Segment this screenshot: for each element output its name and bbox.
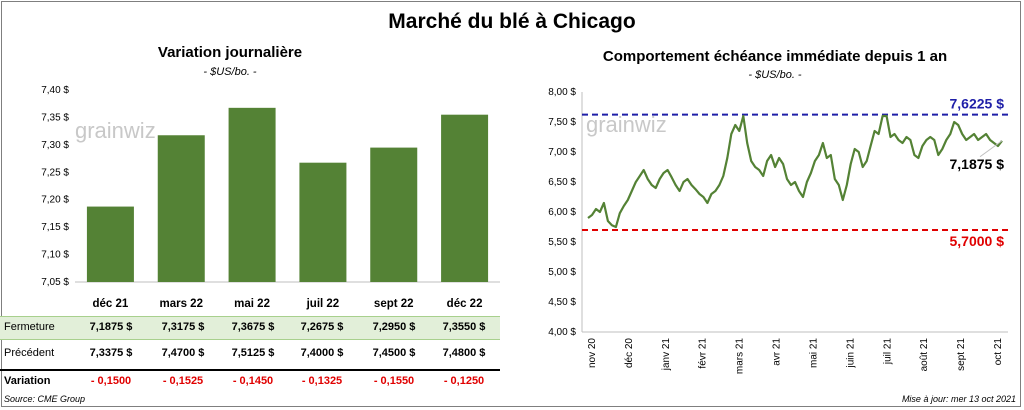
variation-cell: - 0,1550 <box>373 375 415 387</box>
y-tick-label: 7,05 $ <box>41 277 69 288</box>
watermark-logo: grainwiz <box>75 118 156 143</box>
close-cell: 7,2675 $ <box>300 321 344 333</box>
x-tick-label: sept 21 <box>956 338 967 371</box>
bar <box>228 107 276 282</box>
y-tick-label: 7,40 $ <box>41 85 69 96</box>
previous-cell: 7,4800 $ <box>442 347 486 359</box>
y-tick-label: 8,00 $ <box>548 87 576 98</box>
watermark-logo: grainwiz <box>586 112 667 137</box>
x-tick-label: mars 21 <box>735 338 746 375</box>
variation-cell: - 0,1525 <box>162 375 204 387</box>
x-category-label: déc 21 <box>93 298 129 310</box>
table-row-close: Fermeture 7,1875 $ 7,3175 $ 7,3675 $ 7,2… <box>0 316 500 340</box>
x-tick-label: janv 21 <box>661 338 672 372</box>
previous-cell: 7,5125 $ <box>231 347 275 359</box>
variation-cell: - 0,1325 <box>301 375 343 387</box>
x-tick-label: mai 21 <box>808 338 819 368</box>
right-line-chart: grainwiz 4,00 $ 4,50 $ 5,00 $ 5,50 $ 6,00 $ 6… <box>548 87 1008 375</box>
x-category-label: sept 22 <box>374 298 414 310</box>
close-cell: 7,1875 $ <box>89 321 133 333</box>
bar <box>441 114 489 282</box>
y-tick-label: 7,20 $ <box>41 195 69 206</box>
y-tick-label: 7,00 $ <box>548 147 576 158</box>
x-tick-label: avr 21 <box>772 338 783 366</box>
right-chart-title: Comportement échéance immédiate depuis 1… <box>602 48 948 65</box>
x-tick-label: nov 20 <box>587 338 598 368</box>
variation-cell: - 0,1500 <box>90 375 132 387</box>
y-tick-label: 7,10 $ <box>41 250 69 261</box>
x-category-label: déc 22 <box>447 298 483 310</box>
price-series-line <box>587 114 1003 229</box>
y-tick-label: 4,00 $ <box>548 327 576 338</box>
row-label-variation: Variation <box>4 375 51 387</box>
x-category-label: juil 22 <box>306 298 340 310</box>
y-tick-label: 6,00 $ <box>548 207 576 218</box>
y-tick-label: 5,50 $ <box>548 237 576 248</box>
previous-cell: 7,4000 $ <box>300 347 344 359</box>
variation-cell: - 0,1250 <box>443 375 485 387</box>
left-chart-title: Variation journalière <box>157 44 303 61</box>
table-row-variation: Variation - 0,1500 - 0,1525 - 0,1450 - 0… <box>0 369 500 391</box>
high-value-label: 7,6225 $ <box>950 96 1005 112</box>
row-label-previous: Précédent <box>4 347 55 359</box>
last-value-leader <box>979 140 1003 158</box>
previous-cell: 7,4700 $ <box>161 347 205 359</box>
bar <box>157 135 205 282</box>
x-tick-label: juin 21 <box>845 338 856 369</box>
previous-cell: 7,4500 $ <box>372 347 416 359</box>
y-tick-label: 4,50 $ <box>548 297 576 308</box>
previous-cell: 7,3375 $ <box>89 347 133 359</box>
right-chart-subtitle: - $US/bo. - <box>748 69 802 81</box>
source-note: Source: CME Group <box>4 394 86 404</box>
low-value-label: 5,7000 $ <box>950 233 1005 249</box>
x-tick-label: juil 21 <box>882 338 893 366</box>
y-tick-label: 7,15 $ <box>41 222 69 233</box>
x-tick-label: oct 21 <box>993 338 1004 366</box>
close-cell: 7,3675 $ <box>231 321 275 333</box>
x-category-label: mai 22 <box>234 298 270 310</box>
close-cell: 7,2950 $ <box>372 321 416 333</box>
y-tick-label: 7,50 $ <box>548 117 576 128</box>
x-tick-label: févr 21 <box>698 338 709 369</box>
last-value-label: 7,1875 $ <box>950 156 1005 172</box>
left-chart-subtitle: - $US/bo. - <box>203 66 257 78</box>
x-tick-label: déc 20 <box>624 338 635 368</box>
y-tick-label: 5,00 $ <box>548 267 576 278</box>
row-label-close: Fermeture <box>4 321 55 333</box>
y-tick-label: 6,50 $ <box>548 177 576 188</box>
y-tick-label: 7,35 $ <box>41 112 69 123</box>
update-note: Mise à jour: mer 13 oct 2021 <box>901 394 1016 404</box>
bar <box>86 206 134 282</box>
page-title: Marché du blé à Chicago <box>388 10 636 33</box>
left-bar-chart: grainwiz 7,05 $ 7,10 $ 7,15 $ 7,20 $ 7,25 $ 7… <box>41 85 500 310</box>
close-cell: 7,3175 $ <box>161 321 205 333</box>
close-cell: 7,3550 $ <box>442 321 486 333</box>
table-row-previous: Précédent 7,3375 $ 7,4700 $ 7,5125 $ 7,4… <box>0 343 500 365</box>
x-tick-label: août 21 <box>919 338 930 372</box>
bar <box>299 162 347 282</box>
bar <box>370 147 418 282</box>
y-tick-label: 7,30 $ <box>41 140 69 151</box>
variation-cell: - 0,1450 <box>232 375 274 387</box>
x-category-label: mars 22 <box>160 298 203 310</box>
y-tick-label: 7,25 $ <box>41 167 69 178</box>
